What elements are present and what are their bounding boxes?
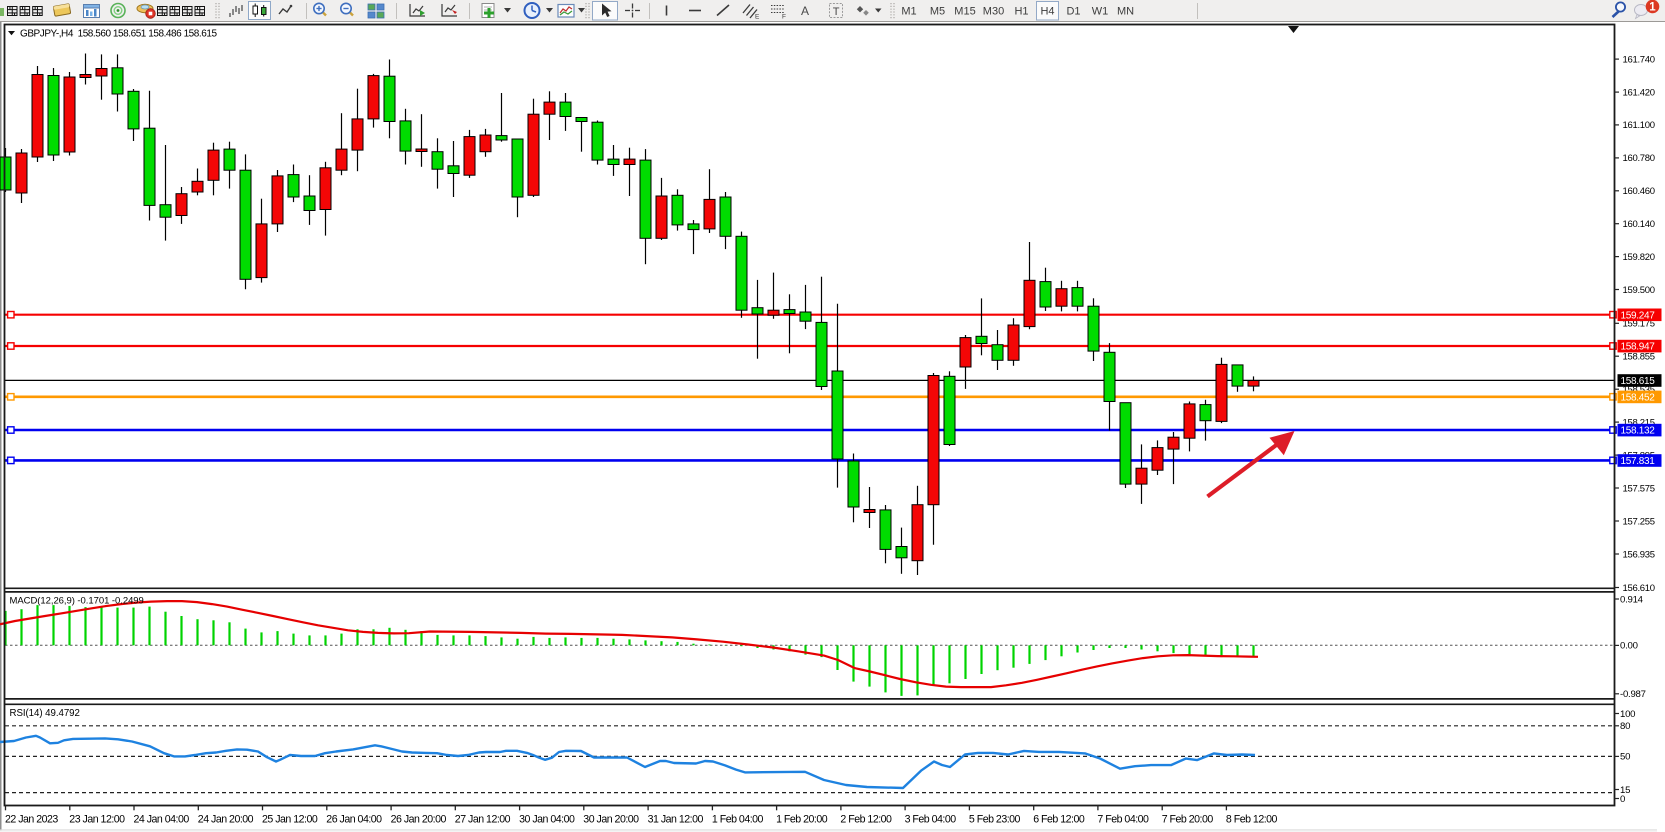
svg-text:M1: M1 xyxy=(901,6,916,18)
svg-text:161.740: 161.740 xyxy=(1623,54,1655,65)
svg-text:31 Jan 12:00: 31 Jan 12:00 xyxy=(648,813,704,825)
svg-text:8 Feb 12:00: 8 Feb 12:00 xyxy=(1226,813,1278,825)
svg-text:26 Jan 20:00: 26 Jan 20:00 xyxy=(391,813,447,825)
svg-text:161.100: 161.100 xyxy=(1623,120,1655,131)
svg-text:158.215: 158.215 xyxy=(1623,417,1655,428)
svg-text:3 Feb 04:00: 3 Feb 04:00 xyxy=(905,813,957,825)
svg-text:30 Jan 20:00: 30 Jan 20:00 xyxy=(583,813,639,825)
svg-text:158.855: 158.855 xyxy=(1623,352,1655,363)
svg-text:T: T xyxy=(833,6,840,18)
svg-text:H4: H4 xyxy=(1040,6,1054,18)
svg-text:0: 0 xyxy=(1620,794,1625,805)
svg-text:161.420: 161.420 xyxy=(1623,87,1655,98)
svg-text:0.914: 0.914 xyxy=(1620,594,1644,605)
svg-text:GBPJPY-,H4 158.560 158.651 15: GBPJPY-,H4 158.560 158.651 158.486 158.6… xyxy=(20,29,217,40)
svg-text:7 Feb 20:00: 7 Feb 20:00 xyxy=(1162,813,1214,825)
svg-text:23 Jan 12:00: 23 Jan 12:00 xyxy=(69,813,125,825)
svg-text:157.255: 157.255 xyxy=(1623,516,1655,527)
svg-text:160.780: 160.780 xyxy=(1623,153,1655,164)
svg-text:158.535: 158.535 xyxy=(1623,385,1655,396)
svg-text:158.132: 158.132 xyxy=(1621,426,1656,437)
svg-text:M5: M5 xyxy=(930,6,945,18)
svg-text:A: A xyxy=(801,4,809,18)
svg-text:30 Jan 04:00: 30 Jan 04:00 xyxy=(519,813,575,825)
svg-text:7 Feb 04:00: 7 Feb 04:00 xyxy=(1097,813,1149,825)
svg-text:1 Feb 04:00: 1 Feb 04:00 xyxy=(712,813,764,825)
svg-text:157.831: 157.831 xyxy=(1621,456,1656,467)
svg-text:158.947: 158.947 xyxy=(1621,342,1656,353)
svg-text:50: 50 xyxy=(1620,752,1630,763)
svg-text:W1: W1 xyxy=(1092,6,1109,18)
svg-text:25 Jan 12:00: 25 Jan 12:00 xyxy=(262,813,318,825)
svg-text:MACD(12,26,9) -0.1701 -0.2499: MACD(12,26,9) -0.1701 -0.2499 xyxy=(10,596,144,607)
svg-text:160.140: 160.140 xyxy=(1623,219,1655,230)
svg-text:158.452: 158.452 xyxy=(1621,392,1656,403)
svg-text:156.935: 156.935 xyxy=(1623,549,1655,560)
svg-text:27 Jan 12:00: 27 Jan 12:00 xyxy=(455,813,511,825)
svg-text:0.00: 0.00 xyxy=(1620,641,1638,652)
svg-text:M30: M30 xyxy=(983,6,1004,18)
svg-text:100: 100 xyxy=(1620,709,1635,720)
svg-text:D1: D1 xyxy=(1066,6,1080,18)
svg-text:E: E xyxy=(755,14,760,21)
svg-text:158.615: 158.615 xyxy=(1621,376,1656,387)
svg-text:5 Feb 23:00: 5 Feb 23:00 xyxy=(969,813,1021,825)
svg-text:M15: M15 xyxy=(954,6,975,18)
svg-text:159.500: 159.500 xyxy=(1623,285,1655,296)
svg-text:80: 80 xyxy=(1620,721,1630,732)
svg-text:22 Jan 2023: 22 Jan 2023 xyxy=(5,813,58,825)
svg-text:F: F xyxy=(782,14,786,21)
svg-text:24 Jan 20:00: 24 Jan 20:00 xyxy=(198,813,254,825)
svg-text:160.460: 160.460 xyxy=(1623,186,1655,197)
svg-text:H1: H1 xyxy=(1014,6,1028,18)
svg-text:MN: MN xyxy=(1117,6,1134,18)
svg-text:RSI(14) 49.4792: RSI(14) 49.4792 xyxy=(10,708,80,719)
svg-text:159.247: 159.247 xyxy=(1621,310,1656,321)
svg-text:-0.987: -0.987 xyxy=(1620,689,1646,700)
svg-text:24 Jan 04:00: 24 Jan 04:00 xyxy=(134,813,190,825)
svg-text:15: 15 xyxy=(1620,785,1630,796)
svg-text:2 Feb 12:00: 2 Feb 12:00 xyxy=(840,813,892,825)
svg-text:6 Feb 12:00: 6 Feb 12:00 xyxy=(1033,813,1085,825)
svg-text:26 Jan 04:00: 26 Jan 04:00 xyxy=(326,813,382,825)
svg-text:1 Feb 20:00: 1 Feb 20:00 xyxy=(776,813,828,825)
svg-text:159.175: 159.175 xyxy=(1623,319,1655,330)
svg-text:156.610: 156.610 xyxy=(1623,583,1655,594)
svg-text:1: 1 xyxy=(1649,2,1656,14)
svg-text:159.820: 159.820 xyxy=(1623,252,1655,263)
svg-text:157.575: 157.575 xyxy=(1623,483,1655,494)
